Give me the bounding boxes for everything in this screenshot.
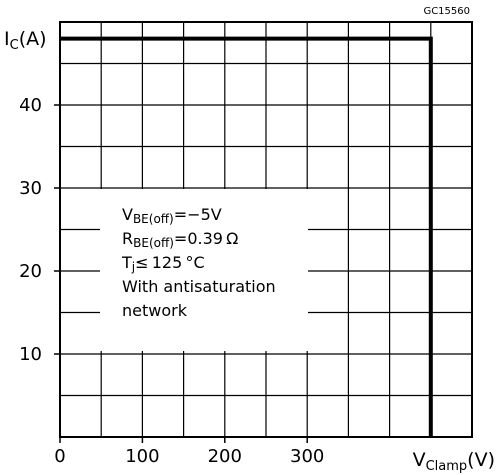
y-axis-title: IC(A) [4,28,47,53]
annotation-line: VBE(off)=−5V [122,205,222,226]
series-group [59,36,433,438]
x-axis-title: VClamp(V) [413,449,495,474]
y-tick-label: 20 [19,261,42,282]
x-tick-label: 200 [208,446,242,467]
x-tick-label: 0 [54,446,65,467]
plot-frame [54,21,473,443]
x-tick-label: 300 [290,446,324,467]
annotation-box [100,189,308,351]
annotation-background [100,189,308,351]
annotation-line: network [122,301,188,320]
y-tick-label: 30 [19,178,42,199]
annotation-line: Tj≤ 125 °C [121,253,205,274]
annotation-line: RBE(off)=0.39 Ω [122,229,238,250]
plot-border [59,21,473,438]
y-tick-label: 40 [19,95,42,116]
annotation-line: With antisaturation [122,277,276,296]
x-tick-label: 100 [125,446,159,467]
y-tick-label: 10 [19,344,42,365]
labels: 0 100 200 300 10 20 30 40 IC(A) VClamp(V) GC15560 V… [4,6,495,474]
figure-code: GC15560 [423,6,470,17]
